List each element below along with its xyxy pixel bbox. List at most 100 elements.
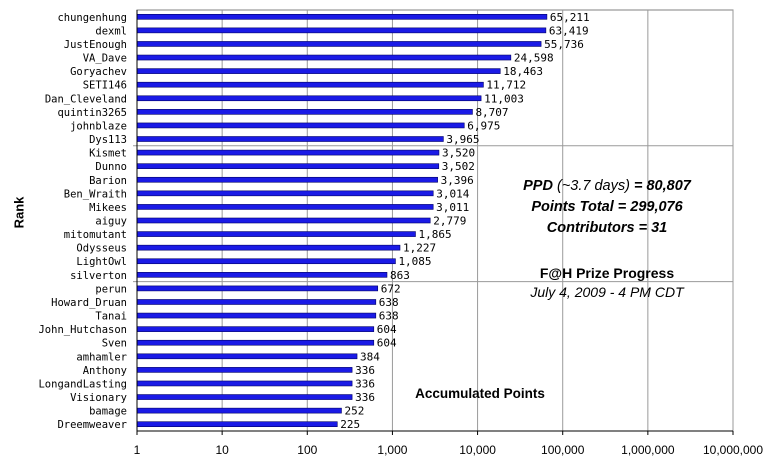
- prize-annotation: F@H Prize Progress July 4, 2009 - 4 PM C…: [492, 264, 722, 302]
- bar: [136, 312, 377, 319]
- value-label: 604: [377, 323, 397, 336]
- value-label: 11,003: [484, 92, 524, 105]
- bar: [136, 163, 440, 169]
- category-label: dexml: [95, 25, 127, 37]
- chart-title: F@H Prize Progress: [539, 265, 675, 281]
- bar: [136, 27, 547, 34]
- value-label: 55,736: [544, 38, 584, 51]
- value-label: 604: [377, 337, 397, 350]
- bar: [136, 272, 388, 278]
- bar: [136, 244, 401, 251]
- x-tick-label: 1,000: [377, 443, 407, 457]
- bar: [136, 190, 434, 197]
- y-axis-label: Rank: [11, 196, 27, 229]
- contributors: Contributors = 31: [546, 220, 668, 236]
- ppd-annotation: PPD (~3.7 days) = 80,807 Points Total = …: [492, 176, 722, 239]
- value-labels: 65,21163,41955,73624,59818,46311,71211,0…: [340, 11, 589, 431]
- value-label: 336: [355, 391, 375, 404]
- bar: [136, 136, 444, 142]
- value-label: 65,211: [550, 11, 590, 24]
- category-label: chungenhung: [57, 12, 127, 24]
- value-label: 638: [379, 310, 399, 323]
- category-label: mitomutant: [64, 229, 127, 241]
- value-label: 24,598: [514, 52, 554, 65]
- value-label: 3,502: [442, 160, 475, 173]
- bar: [136, 231, 416, 237]
- bar: [136, 13, 548, 20]
- bar: [136, 217, 431, 224]
- category-label: Dys113: [89, 134, 127, 146]
- bar: [136, 95, 482, 102]
- value-label: 3,014: [436, 187, 469, 200]
- value-label: 3,396: [441, 174, 474, 187]
- category-label: Howard_Druan: [51, 297, 127, 309]
- category-label: amhamler: [76, 351, 127, 363]
- bar: [136, 339, 375, 346]
- category-label: John_Hutchason: [38, 324, 127, 336]
- bars: [136, 13, 548, 428]
- value-label: 8,707: [475, 106, 508, 119]
- bar: [136, 41, 542, 47]
- x-tick-label: 100: [297, 443, 317, 457]
- value-label: 672: [381, 282, 401, 295]
- value-label: 252: [344, 405, 364, 418]
- category-label: silverton: [70, 270, 127, 282]
- category-label: Dunno: [95, 161, 127, 173]
- bar: [136, 204, 434, 210]
- x-tick-labels: 1 10 100 1,000 10,000 100,000 1,000,000 10,000,…: [134, 443, 764, 457]
- bar: [136, 407, 342, 414]
- category-label: Mikees: [89, 202, 127, 214]
- value-label: 638: [379, 296, 399, 309]
- category-label: Anthony: [83, 365, 127, 377]
- value-label: 384: [360, 350, 380, 363]
- value-label: 63,419: [549, 24, 589, 37]
- bar: [136, 54, 512, 61]
- points-total: Points Total = 299,076: [531, 199, 683, 215]
- x-tick-label: 10,000: [459, 443, 496, 457]
- value-label: 225: [340, 418, 360, 431]
- category-label: quintin3265: [57, 107, 127, 119]
- bar: [136, 109, 473, 115]
- value-label: 2,779: [433, 215, 466, 228]
- category-label: bamage: [89, 406, 127, 418]
- x-axis-label: Accumulated Points: [415, 386, 545, 401]
- ppd-value: = 80,807: [633, 178, 691, 194]
- ppd-label: PPD: [523, 178, 553, 194]
- bar: [136, 81, 484, 88]
- category-label: Visionary: [70, 392, 127, 404]
- value-label: 336: [355, 364, 375, 377]
- bar: [136, 258, 396, 265]
- value-label: 336: [355, 377, 375, 390]
- bar: [136, 299, 377, 305]
- group-separators: [133, 145, 733, 283]
- value-label: 3,520: [442, 147, 475, 160]
- category-label: perun: [95, 283, 127, 295]
- value-label: 1,865: [418, 228, 451, 241]
- category-label: VA_Dave: [83, 53, 127, 65]
- bar: [136, 149, 440, 156]
- category-label: Goryachev: [70, 66, 127, 78]
- bar: [136, 326, 375, 332]
- bar: [136, 122, 465, 129]
- value-label: 6,975: [467, 119, 500, 132]
- category-label: LongandLasting: [38, 378, 127, 390]
- ppd-days: (~3.7 days): [557, 178, 630, 194]
- ppd-line: PPD (~3.7 days) = 80,807: [492, 176, 722, 197]
- value-label: 3,011: [436, 201, 469, 214]
- value-label: 18,463: [503, 65, 543, 78]
- value-label: 11,712: [486, 79, 526, 92]
- bar: [136, 421, 338, 428]
- category-label: Sven: [102, 338, 127, 350]
- bar: [136, 176, 438, 183]
- category-label: Dreemweaver: [57, 419, 127, 431]
- chart-subtitle: July 4, 2009 - 4 PM CDT: [530, 284, 684, 300]
- category-label: Dan_Cleveland: [45, 93, 127, 105]
- x-tick-label: 100,000: [541, 443, 585, 457]
- category-label: SETI146: [83, 80, 127, 92]
- x-tick-label: 10,000,000: [703, 443, 763, 457]
- category-label: aiguy: [95, 216, 127, 228]
- value-label: 1,085: [398, 255, 431, 268]
- value-label: 863: [390, 269, 410, 282]
